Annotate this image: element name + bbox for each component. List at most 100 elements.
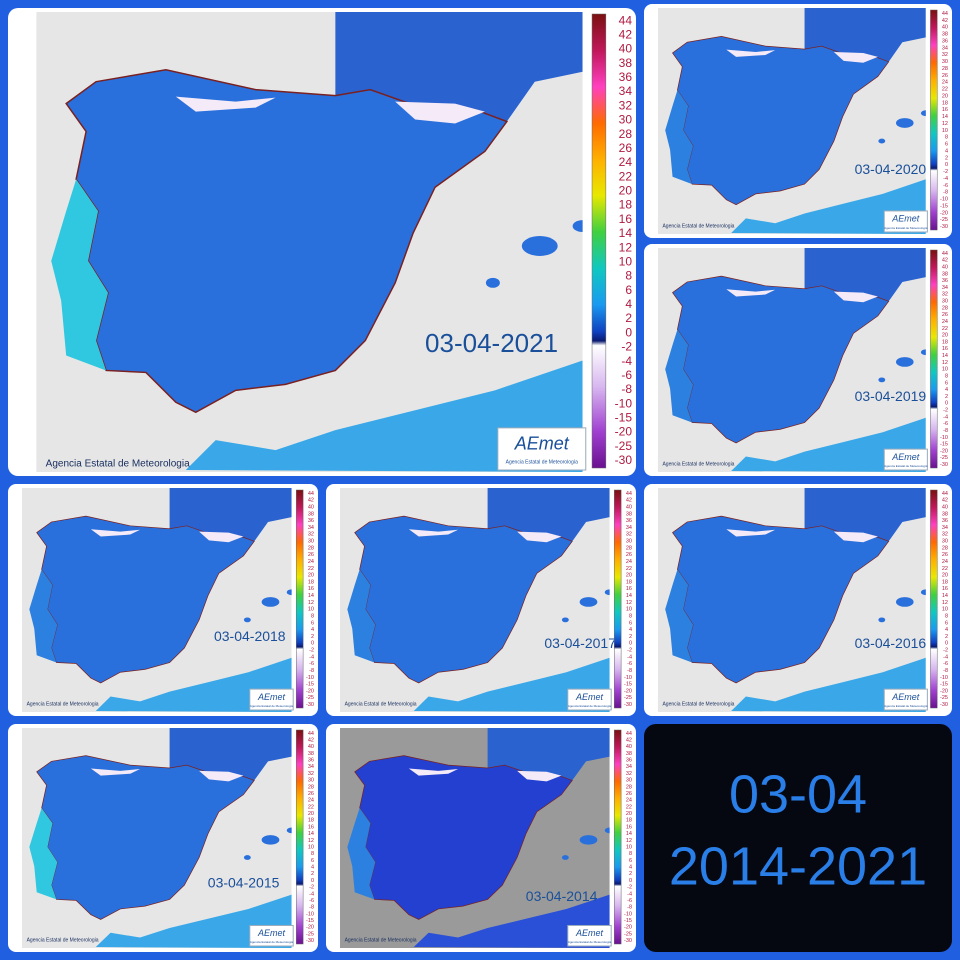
colorbar-label: -10 [306,675,314,681]
colorbar-label: -25 [940,217,948,223]
island [561,855,569,860]
land-france [804,248,926,302]
island [895,357,914,367]
summary-years: 2014-2021 [669,836,927,896]
colorbar-label: -6 [627,661,632,667]
logo-name: AEmet [514,433,570,453]
island [604,589,610,596]
colorbar-label: 44 [942,251,948,257]
land-portugal [347,808,376,900]
land-portugal [665,90,694,185]
land-france [335,12,583,122]
colorbar-label: 20 [308,811,314,817]
colorbar-label: -25 [624,695,632,701]
land-spain [36,515,255,684]
map-date: 03-04-2016 [855,635,927,651]
island [579,835,598,845]
colorbar-label: -4 [943,654,948,660]
colorbar [296,489,304,709]
colorbar-label: 6 [945,380,948,386]
colorbar-label: 42 [626,498,632,504]
colorbar-label: 40 [942,25,948,31]
colorbar-label: 2 [629,871,632,877]
snow [726,529,878,543]
colorbar-label: 12 [942,121,948,127]
credit: Agencia Estatal de Meteorologia [27,937,99,943]
geography [347,488,610,712]
logo-box [249,688,294,711]
colorbar-label: -20 [306,688,314,694]
island [261,597,280,607]
colorbar-label: 8 [945,373,948,379]
island [920,110,926,117]
colorbar-label: 18 [942,339,948,345]
logo-subtitle: Agencia Estatal de Meteorología [884,226,928,230]
colorbar-label: -20 [615,425,633,439]
colorbar-label: -2 [621,340,632,354]
colorbar-label: 36 [942,278,948,284]
colorbar-label: 42 [942,498,948,504]
colorbar-label: -8 [943,190,948,196]
colorbar-label: 2 [311,871,314,877]
colorbar-label: 6 [625,283,632,297]
colorbar-label: -8 [309,905,314,911]
colorbar-label: 30 [626,539,632,545]
colorbar-label: -30 [624,702,632,708]
colorbar-label: 16 [626,824,632,830]
colorbar-label: 12 [308,838,314,844]
map-panel: 03-04-2021 AEmet Agencia Estatal de Meteor… [8,8,636,476]
colorbar-label: -10 [940,675,948,681]
logo-subtitle: Agencia Estatal de Meteorología [250,940,294,944]
colorbar-label: 6 [311,858,314,864]
colorbar-label: -4 [627,654,632,660]
logo-box [497,427,587,471]
island [604,827,610,834]
colorbar-label: 16 [626,586,632,592]
map-date: 03-04-2021 [425,328,558,358]
logo-name: AEmet [891,692,920,702]
land-africa [413,894,610,948]
land-spain [672,275,890,444]
colorbar-label: 4 [945,627,948,633]
colorbar-label: -30 [940,462,948,468]
colorbar-label: 24 [619,155,633,169]
colorbar-label: -15 [940,682,948,688]
colorbar-label: 18 [942,100,948,106]
colorbar-label: 44 [308,491,314,497]
colorbar-label: -25 [940,695,948,701]
colorbar-label: -10 [940,197,948,203]
colorbar-label: 8 [629,613,632,619]
colorbar-label: 44 [626,731,632,737]
colorbar-label: -30 [940,224,948,230]
colorbar-label: 30 [942,59,948,65]
colorbar-label: -15 [306,682,314,688]
colorbar-label: 4 [629,865,632,871]
logo-box [249,924,294,947]
island [895,597,914,607]
colorbar-label: 18 [619,198,633,212]
colorbar-label: 10 [942,367,948,373]
colorbar-label: 26 [942,312,948,318]
colorbar-label: 0 [945,162,948,168]
colorbar-label: 34 [619,84,633,98]
colorbar-label: 28 [942,66,948,72]
geography [51,12,583,472]
colorbar-label: 14 [626,593,632,599]
logo-name: AEmet [575,692,604,702]
map-date: 03-04-2017 [544,635,616,651]
map [36,12,583,472]
colorbar-label: 38 [942,271,948,277]
colorbar-label: 34 [626,525,632,531]
colorbar [930,249,938,469]
colorbar-label: 40 [619,42,633,56]
summary-date: 03-04 [729,764,867,824]
colorbar-label: -6 [621,368,632,382]
colorbar-label: 14 [308,831,314,837]
logo-subtitle: Agencia Estatal de Meteorología [884,704,928,708]
land-france [804,8,926,62]
colorbar-label: 24 [626,798,632,804]
colorbar-label: 38 [942,511,948,517]
colorbar-label: 42 [626,737,632,743]
colorbar-label: -30 [615,453,633,467]
